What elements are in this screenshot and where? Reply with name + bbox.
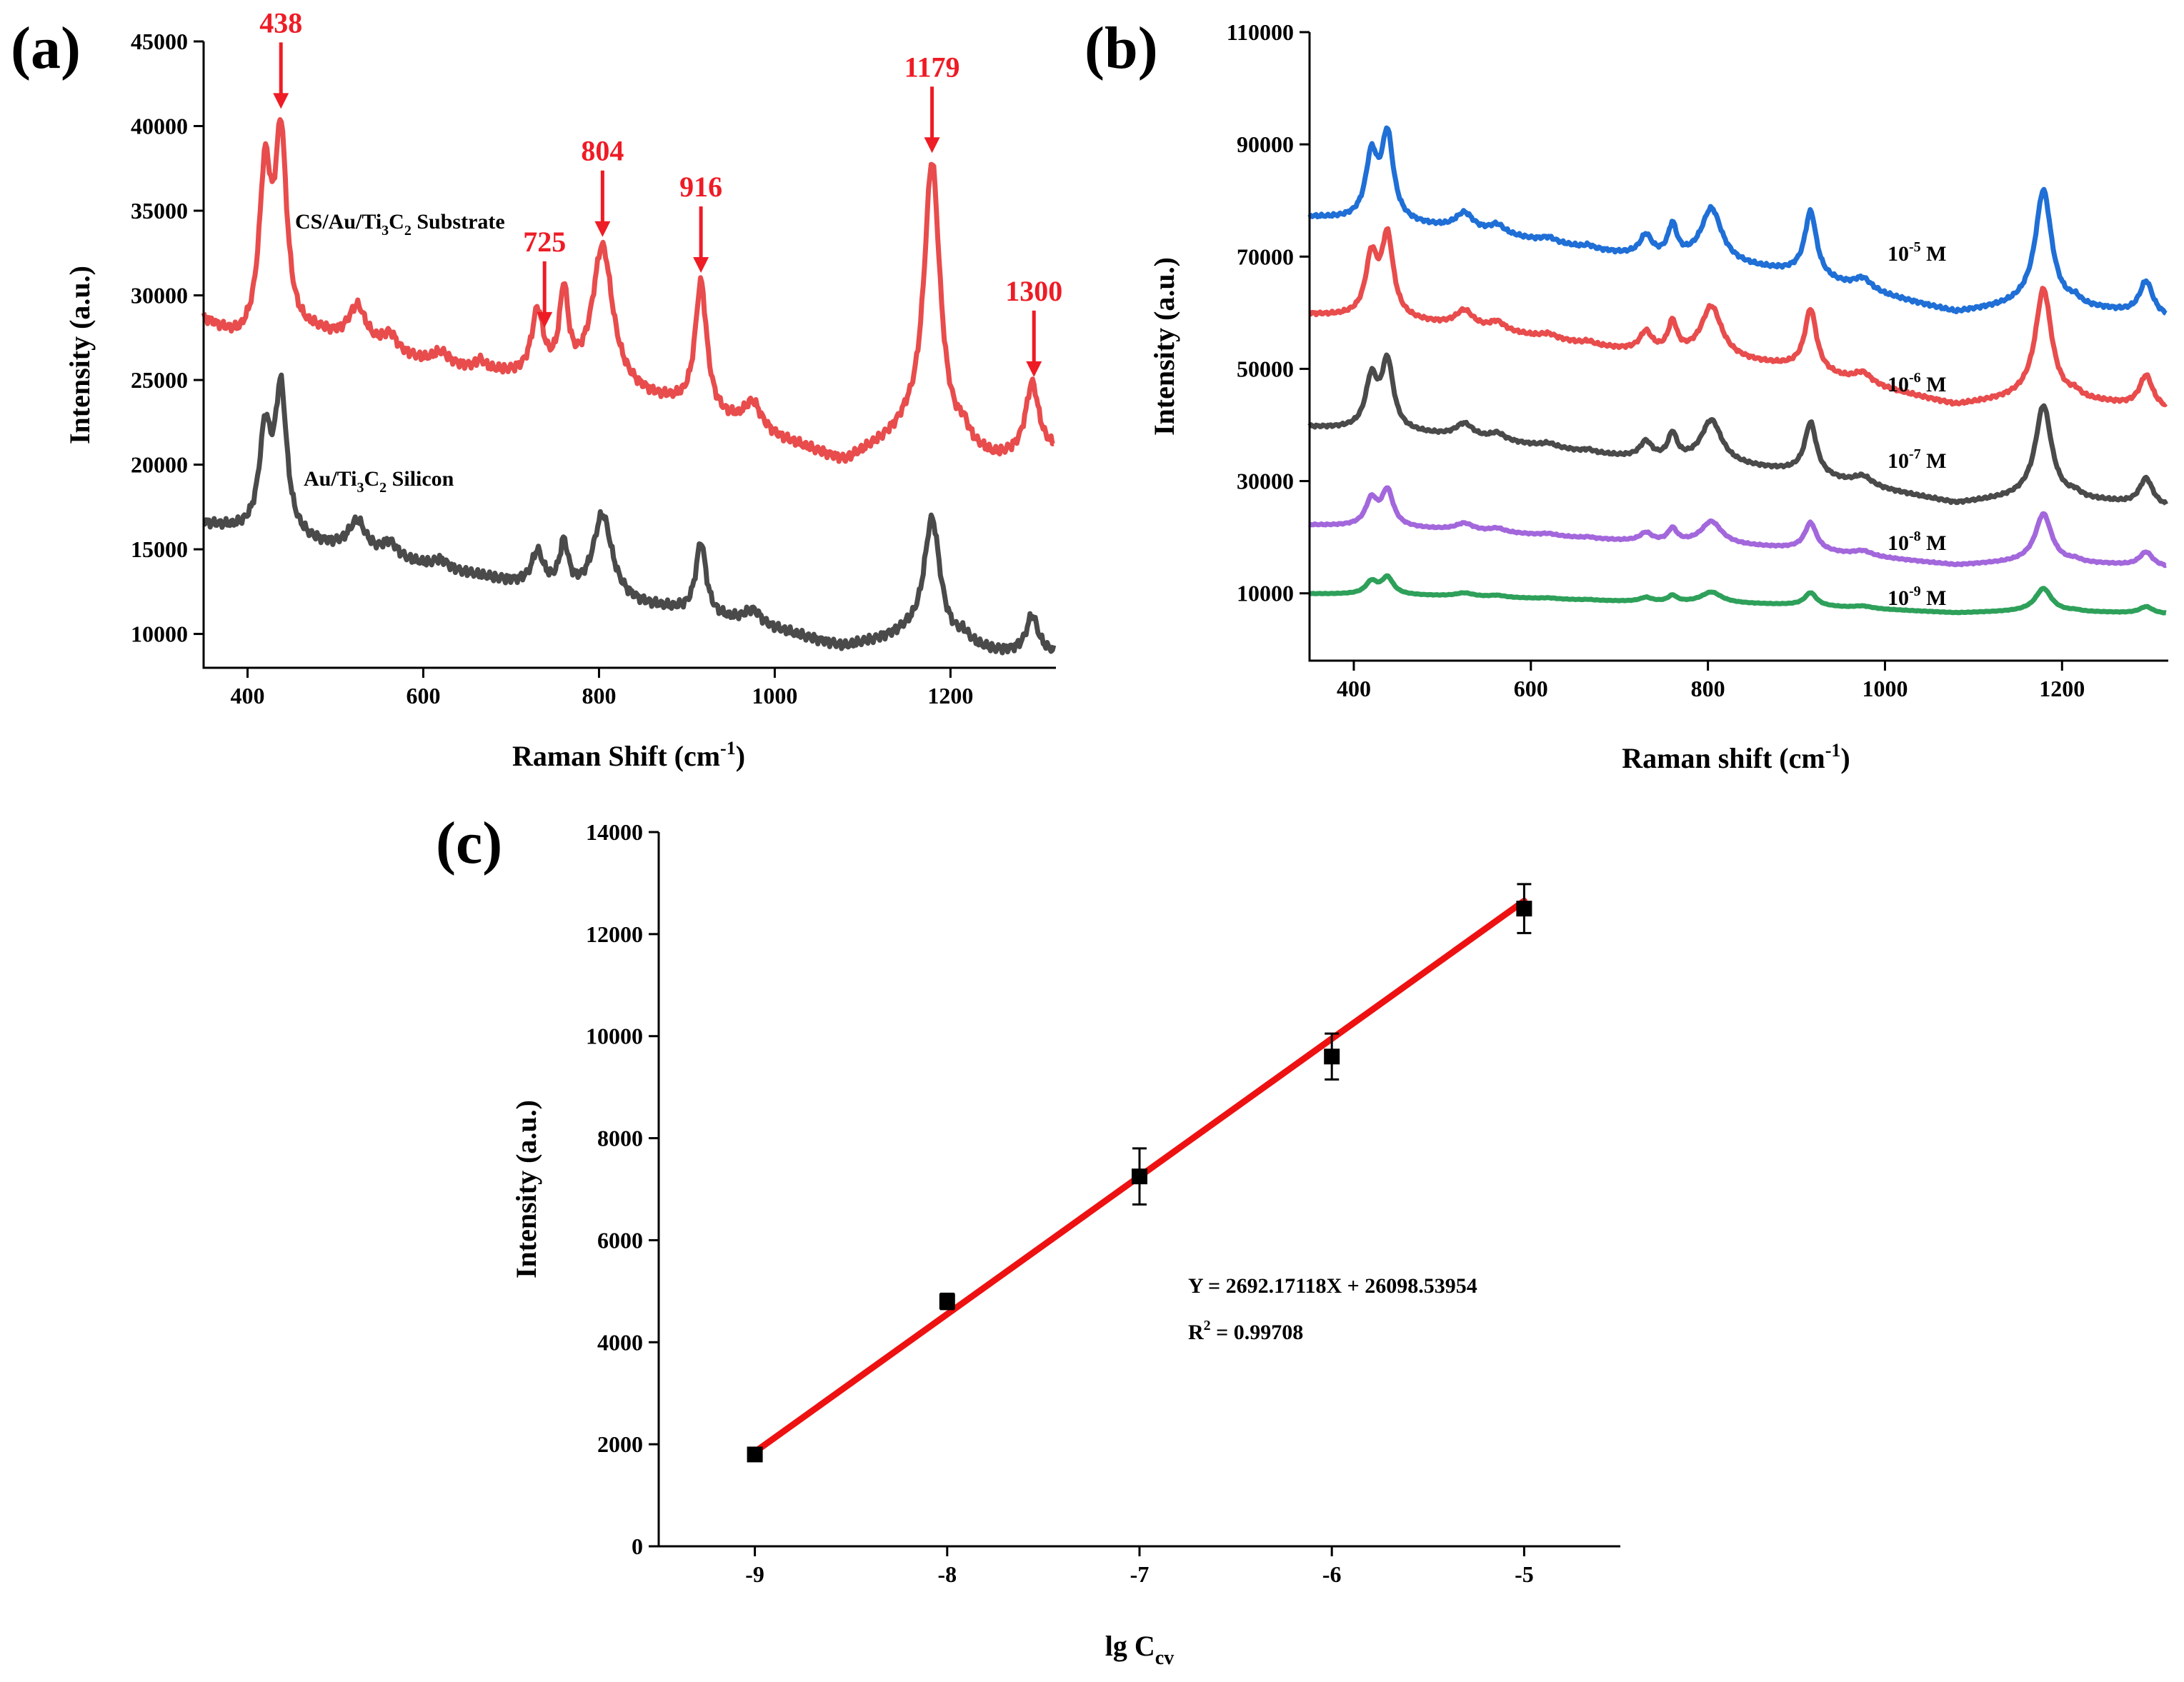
panel-a-spectra [201,117,1057,656]
panel-b-y-110000-label: 110000 [1227,19,1294,45]
panel-a-legend-silicon: Au/Ti3C2 Silicon [304,467,454,496]
panel-b-x-ticks: 400 600 800 1000 1200 [1337,661,2085,701]
panel-c-fit-equation: Y = 2692.17118X + 26098.53954 [1188,1274,1477,1298]
peak-label-725: 725 [523,226,566,258]
panel-c-y-12000-label: 12000 [586,921,643,947]
panel-b-x-400-label: 400 [1337,676,1371,701]
panel-b-x-1000-label: 1000 [1862,676,1908,701]
panel-b-y-50000-label: 50000 [1237,356,1294,381]
panel-c-data-points [747,883,1532,1463]
panel-a-axes [202,41,1056,669]
panel-a-x-800-label: 800 [582,683,616,709]
panel-c-y-0-label: 0 [632,1533,643,1559]
panel-b-y-70000-label: 70000 [1237,244,1294,269]
panel-b-series-e-7 [1307,352,2169,506]
panel-b-axes [1308,32,2168,662]
peak-arrow-head-916 [693,256,709,273]
panel-b-series-e-8 [1307,485,2168,569]
panel-b-y-10000-label: 10000 [1237,581,1294,606]
panel-b-spectra [1307,125,2169,616]
panel-b-x-axis-label: Raman shift (cm-1) [1622,740,1850,774]
panel-a-y-45000-label: 45000 [131,29,188,54]
panel-a-y-40000-label: 40000 [131,114,188,139]
panel-c-x-ticks: -9 -8 -7 -6 -5 [745,1546,1534,1587]
peak-label-1300: 1300 [1005,275,1062,307]
panel-c: (c) -9 -8 -7 -6 -5 0 2000 4000 6000 8000 10000 120… [436,810,1620,1669]
panel-c-y-8000-label: 8000 [597,1126,643,1151]
panel-a-x-axis-label: Raman Shift (cm-1) [512,738,745,772]
panel-a-y-30000-label: 30000 [131,283,188,309]
point-neg5-marker [1516,901,1532,917]
panel-c-r-squared: R2 = 0.99708 [1188,1318,1303,1344]
panel-c-x-neg9-label: -9 [745,1561,764,1587]
panel-b-legend-1e-7: 10-7 M [1888,446,1947,473]
panel-b: (b) 400 600 800 1000 1200 10000 30000 50000 700… [1084,15,2169,774]
panel-a-x-ticks: 400 600 800 1000 1200 [230,668,973,709]
panel-a-x-400-label: 400 [230,683,264,709]
panel-b-x-1200-label: 1200 [2039,676,2085,701]
panel-b-label: (b) [1084,15,1158,81]
panel-b-legend-1e-9: 10-9 M [1888,584,1947,610]
panel-c-y-2000-label: 2000 [597,1431,643,1457]
point-neg8-marker [939,1293,955,1310]
point-neg9-marker [747,1446,763,1463]
panel-b-x-600-label: 600 [1514,676,1548,701]
peak-label-916: 916 [679,171,722,203]
panel-a-x-1000-label: 1000 [752,683,797,709]
panel-a-y-ticks: 10000 15000 20000 25000 30000 35000 40000 45000 [131,29,204,647]
peak-arrow-head-1300 [1026,361,1042,377]
panel-a-legend-substrate: CS/Au/Ti3C2 Substrate [295,210,505,239]
panel-a-y-20000-label: 20000 [131,452,188,478]
peak-label-438: 438 [259,6,302,39]
panel-a-y-axis-label: Intensity (a.u.) [64,266,96,444]
panel-a-series-substrate [201,117,1055,464]
panel-c-x-neg6-label: -6 [1322,1561,1342,1587]
panel-b-legend-1e-6: 10-6 M [1888,370,1947,396]
panel-b-series-e-6 [1308,226,2168,408]
panel-c-y-14000-label: 14000 [586,819,643,845]
point-neg6-marker [1324,1048,1340,1065]
peak-label-1179: 1179 [904,51,960,83]
panel-c-y-6000-label: 6000 [597,1227,643,1253]
panel-a-x-600-label: 600 [406,683,440,709]
peak-label-804: 804 [581,135,624,167]
panel-b-y-30000-label: 30000 [1237,469,1294,494]
panel-c-x-neg8-label: -8 [937,1561,957,1587]
panel-b-y-90000-label: 90000 [1237,131,1294,157]
panel-c-y-axis-label: Intensity (a.u.) [510,1100,542,1278]
panel-a: (a) 438 725 804 916 1179 1300 400 600 800 1000 12… [11,6,1062,772]
panel-b-y-ticks: 10000 30000 50000 70000 90000 110000 [1227,19,1310,606]
panel-c-x-axis-label: lg Ccv [1105,1630,1174,1669]
panel-b-legend-1e-8: 10-8 M [1888,529,1947,555]
panel-a-label: (a) [11,15,81,81]
peak-arrow-head-438 [273,93,289,109]
panel-b-legend-1e-5: 10-5 M [1888,239,1947,266]
panel-b-series-e-5 [1307,125,2168,316]
panel-c-y-4000-label: 4000 [597,1329,643,1355]
point-neg7-marker [1132,1168,1147,1185]
peak-arrow-head-725 [537,311,553,328]
panel-b-series-e-9 [1308,573,2168,616]
panel-a-y-15000-label: 15000 [131,536,188,562]
panel-c-label: (c) [436,810,502,876]
panel-a-y-25000-label: 25000 [131,367,188,393]
panel-a-series-silicon [202,372,1057,656]
panel-c-x-neg5-label: -5 [1515,1561,1534,1587]
peak-arrow-head-1179 [924,137,940,154]
peak-arrow-head-804 [594,221,611,237]
panel-c-y-ticks: 0 2000 4000 6000 8000 10000 12000 14000 [586,819,659,1559]
panel-a-y-35000-label: 35000 [131,198,188,224]
panel-c-y-10000-label: 10000 [586,1023,643,1049]
panel-a-peak-arrows: 438 725 804 916 1179 1300 [259,6,1062,377]
panel-a-x-1200-label: 1200 [927,683,973,709]
panel-b-y-axis-label: Intensity (a.u.) [1148,257,1180,436]
panel-a-y-10000-label: 10000 [131,621,188,647]
panel-b-x-800-label: 800 [1691,676,1725,701]
panel-c-x-neg7-label: -7 [1130,1561,1150,1587]
